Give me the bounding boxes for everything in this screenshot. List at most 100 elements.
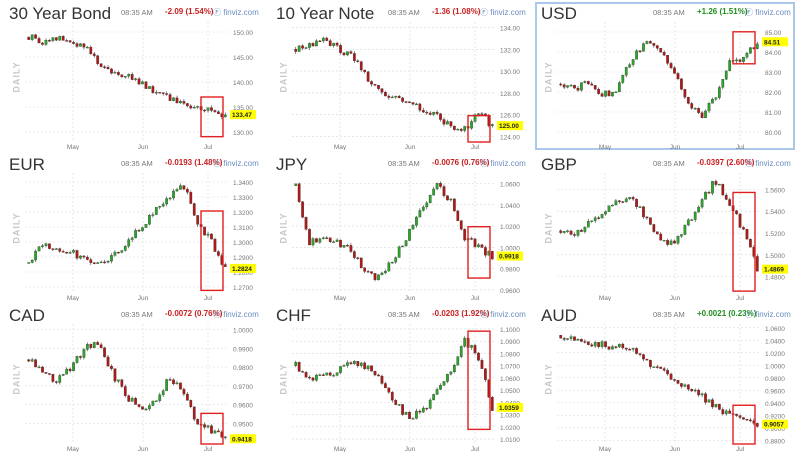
x-tick-label: Jun bbox=[138, 295, 149, 301]
candle bbox=[223, 112, 227, 118]
candle bbox=[346, 51, 349, 57]
timestamp: 08:35 AM bbox=[388, 8, 420, 17]
candle bbox=[749, 417, 752, 423]
candle bbox=[89, 257, 93, 265]
y-tick-label: 0.9000 bbox=[765, 426, 785, 433]
source-label: Ⓕ finviz.com bbox=[745, 7, 791, 18]
candle bbox=[470, 236, 473, 241]
candle bbox=[649, 40, 652, 44]
candle bbox=[390, 95, 394, 99]
candle bbox=[408, 228, 411, 241]
candle bbox=[666, 54, 669, 66]
change-value: -1.36 (1.08%) bbox=[432, 7, 481, 16]
source-label: Ⓕ finviz.com bbox=[213, 309, 259, 320]
candle bbox=[54, 37, 58, 41]
chart-panel[interactable]: JPY 08:35 AM -0.0076 (0.76%) Ⓕ finviz.com DA… bbox=[270, 153, 530, 301]
y-tick-label: 1.0200 bbox=[500, 224, 520, 231]
y-tick-label: 84.00 bbox=[765, 50, 782, 57]
last-value-label: 133.47 bbox=[232, 112, 252, 119]
candle bbox=[638, 49, 642, 53]
candle bbox=[58, 35, 62, 41]
candle bbox=[749, 47, 752, 54]
y-tick-label: 1.3000 bbox=[233, 240, 253, 247]
candle bbox=[700, 197, 704, 209]
last-value-label: 1.4869 bbox=[764, 267, 784, 274]
chart-panel[interactable]: EUR 08:35 AM -0.0193 (1.48%) Ⓕ finviz.com DA… bbox=[3, 153, 263, 301]
candle bbox=[318, 237, 322, 245]
chart-panel[interactable]: 10 Year Note 08:35 AM -1.36 (1.08%) Ⓕ finvi… bbox=[270, 2, 530, 150]
highlight-box bbox=[200, 210, 224, 292]
candle bbox=[459, 127, 463, 133]
candle bbox=[742, 417, 745, 420]
candle bbox=[580, 82, 583, 92]
candle bbox=[404, 101, 408, 104]
candle bbox=[294, 360, 298, 368]
candle bbox=[192, 202, 196, 216]
candle bbox=[401, 245, 404, 248]
candle bbox=[349, 50, 353, 54]
last-value-label: 1.2824 bbox=[232, 266, 252, 273]
chart-title: 30 Year Bond bbox=[9, 4, 112, 23]
candle bbox=[580, 338, 583, 343]
x-tick-label: Jul bbox=[736, 295, 745, 301]
candle bbox=[576, 229, 580, 238]
highlight-box bbox=[200, 96, 224, 138]
candle bbox=[158, 392, 162, 403]
candle bbox=[397, 403, 401, 407]
source-text: finviz.com bbox=[223, 310, 259, 319]
candle bbox=[387, 261, 391, 272]
candle bbox=[724, 192, 728, 201]
candle bbox=[103, 65, 106, 70]
candle bbox=[206, 424, 210, 429]
chart-panel[interactable]: GBP 08:35 AM -0.0397 (2.60%) Ⓕ finviz.com DA… bbox=[535, 153, 795, 301]
candle bbox=[628, 347, 632, 351]
candle bbox=[617, 80, 621, 93]
chart-plot: 1.4800 1.5000 1.5200 1.5400 1.5600 May Jun Jul 1… bbox=[557, 173, 788, 301]
y-tick-label: 85.00 bbox=[765, 30, 782, 37]
candle bbox=[89, 45, 93, 55]
candle bbox=[735, 57, 738, 64]
candle bbox=[61, 35, 65, 41]
candle bbox=[680, 234, 683, 239]
chart-plot: 1.2700 1.2800 1.2900 1.3000 1.3100 1.3200 1.33… bbox=[25, 173, 256, 301]
finviz-logo-icon: Ⓕ bbox=[745, 310, 756, 319]
candle bbox=[628, 62, 632, 69]
candle bbox=[89, 343, 93, 350]
candle bbox=[96, 340, 100, 345]
chart-panel[interactable]: USD 08:35 AM +1.26 (1.51%) Ⓕ finviz.com DAIL… bbox=[535, 2, 795, 150]
candle bbox=[346, 243, 349, 247]
y-tick-label: 0.9800 bbox=[765, 376, 785, 383]
chart-panel[interactable]: CHF 08:35 AM -0.0203 (1.92%) Ⓕ finviz.com DA… bbox=[270, 304, 530, 452]
candle bbox=[92, 261, 96, 265]
candle bbox=[65, 367, 69, 375]
y-tick-label: 1.5200 bbox=[765, 231, 785, 238]
candle bbox=[659, 232, 663, 241]
y-tick-label: 1.0000 bbox=[765, 363, 785, 370]
y-tick-label: 1.0700 bbox=[500, 364, 520, 371]
candle bbox=[99, 260, 103, 264]
chart-panel[interactable]: CAD 08:35 AM -0.0072 (0.76%) Ⓕ finviz.com DA… bbox=[3, 304, 263, 452]
timestamp: 08:35 AM bbox=[121, 310, 153, 319]
y-tick-label: 0.9400 bbox=[765, 401, 785, 408]
chart-panel[interactable]: AUD 08:35 AM +0.0021 (0.23%) Ⓕ finviz.com DA… bbox=[535, 304, 795, 452]
y-tick-label: 1.2800 bbox=[233, 270, 253, 277]
highlight-box bbox=[467, 330, 491, 431]
candle bbox=[569, 83, 573, 87]
candle bbox=[342, 244, 346, 248]
timestamp: 08:35 AM bbox=[388, 159, 420, 168]
candle bbox=[335, 41, 339, 47]
highlight-box bbox=[467, 226, 491, 279]
x-tick-label: May bbox=[599, 295, 612, 301]
candle bbox=[686, 218, 690, 227]
chart-panel[interactable]: 30 Year Bond 08:35 AM -2.09 (1.54%) Ⓕ finvi… bbox=[3, 2, 263, 150]
candle bbox=[652, 223, 656, 233]
candle bbox=[203, 422, 206, 430]
candle bbox=[562, 337, 566, 342]
candle bbox=[210, 105, 213, 113]
candle bbox=[401, 96, 404, 104]
last-value-tag bbox=[497, 402, 523, 412]
x-tick-label: Jun bbox=[405, 295, 416, 301]
candle bbox=[714, 179, 718, 187]
x-tick-label: May bbox=[334, 144, 347, 150]
candle bbox=[446, 373, 449, 384]
